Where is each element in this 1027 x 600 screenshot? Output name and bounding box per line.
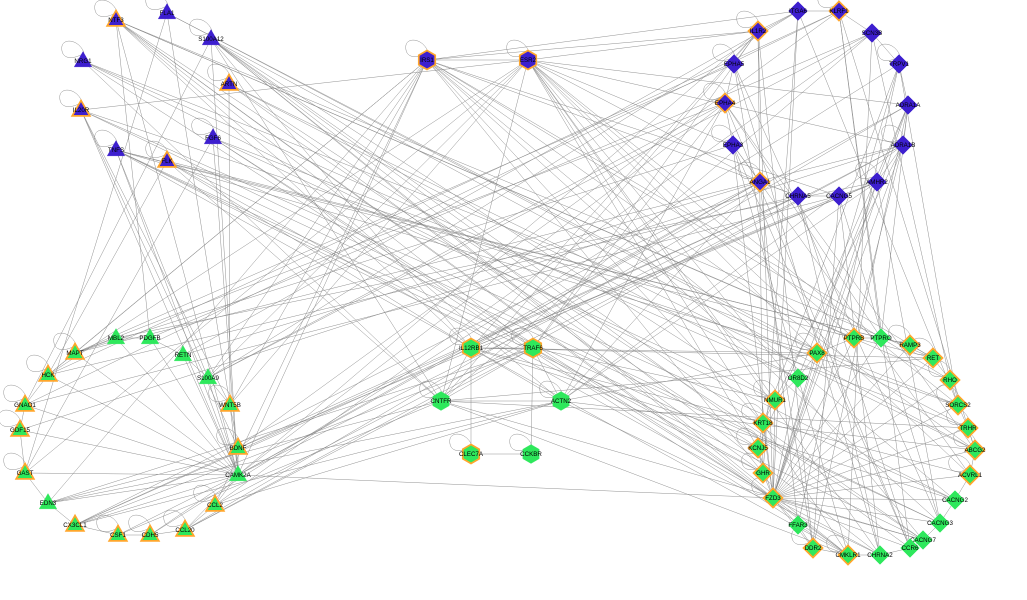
svg-text:CSF1: CSF1 [110, 532, 126, 539]
svg-text:KCNJ5: KCNJ5 [748, 445, 768, 452]
svg-text:SORCS2: SORCS2 [945, 402, 971, 409]
svg-text:RAMP3: RAMP3 [899, 342, 921, 349]
svg-text:CHRNA5: CHRNA5 [785, 193, 811, 200]
svg-text:TRHR: TRHR [959, 425, 977, 432]
svg-text:RETN: RETN [175, 352, 192, 359]
svg-text:FLA1: FLA1 [160, 10, 175, 17]
svg-text:TRAF6: TRAF6 [523, 345, 543, 352]
svg-text:CCL2: CCL2 [207, 502, 223, 509]
svg-text:ANGA1: ANGA1 [750, 179, 772, 186]
svg-text:AMHR2: AMHR2 [866, 179, 888, 186]
svg-text:IRS1: IRS1 [420, 57, 434, 64]
svg-text:IL12RB1: IL12RB1 [459, 345, 484, 352]
svg-text:TRPV1: TRPV1 [889, 61, 910, 68]
svg-text:WNT5B: WNT5B [219, 402, 241, 409]
svg-text:FLK: FLK [161, 158, 173, 165]
svg-text:NTF3: NTF3 [108, 17, 124, 24]
svg-text:CACNG2: CACNG2 [942, 497, 968, 504]
svg-text:NRG1: NRG1 [74, 58, 92, 65]
svg-text:CCL20: CCL20 [175, 527, 195, 534]
svg-text:CACNG5: CACNG5 [826, 193, 852, 200]
svg-text:S100A12: S100A12 [198, 36, 224, 43]
svg-text:KLRF1: KLRF1 [829, 8, 849, 15]
svg-text:HCK: HCK [41, 372, 55, 379]
svg-text:CCKBR: CCKBR [520, 451, 542, 458]
svg-text:ACTN2: ACTN2 [551, 398, 572, 405]
svg-text:CDH5: CDH5 [142, 532, 159, 539]
svg-text:PDGFB: PDGFB [139, 335, 160, 342]
svg-text:RHO: RHO [943, 377, 957, 384]
svg-text:CACNG3: CACNG3 [927, 520, 953, 527]
svg-text:GAST: GAST [17, 470, 34, 477]
svg-text:IL1R2: IL1R2 [750, 28, 767, 35]
svg-text:GNAO1: GNAO1 [14, 402, 36, 409]
svg-text:GDF15: GDF15 [10, 427, 31, 434]
svg-text:RET: RET [927, 355, 940, 362]
svg-text:CNTFR: CNTFR [431, 398, 452, 405]
svg-text:ADRA1A: ADRA1A [896, 102, 922, 109]
svg-text:PTPRB: PTPRB [844, 335, 865, 342]
svg-text:EPHA3: EPHA3 [723, 142, 744, 149]
svg-text:DDR2: DDR2 [805, 545, 822, 552]
svg-text:OR8D2: OR8D2 [788, 375, 809, 382]
svg-text:S100A9: S100A9 [197, 375, 220, 382]
svg-text:ACVRL1: ACVRL1 [958, 472, 983, 479]
svg-text:PTPRO: PTPRO [870, 335, 892, 342]
svg-text:ADRA1B: ADRA1B [891, 142, 916, 149]
svg-text:EPHA4: EPHA4 [715, 100, 736, 107]
svg-text:FZD3: FZD3 [765, 495, 781, 502]
svg-text:EPHA5: EPHA5 [724, 61, 745, 68]
svg-text:CAMK2A: CAMK2A [225, 472, 251, 479]
svg-text:ITGA6: ITGA6 [789, 8, 807, 15]
svg-text:CLEC7A: CLEC7A [459, 451, 484, 458]
svg-text:EDN3: EDN3 [40, 500, 57, 507]
svg-text:FGF6: FGF6 [205, 135, 221, 142]
svg-text:TNFS: TNFS [108, 147, 124, 154]
svg-text:FFAR3: FFAR3 [788, 522, 808, 529]
svg-text:CMKLR1: CMKLR1 [835, 552, 861, 559]
svg-text:BDNF: BDNF [230, 445, 247, 452]
svg-text:SCN3B: SCN3B [862, 30, 883, 37]
svg-text:NMUR1: NMUR1 [764, 397, 787, 404]
svg-text:PAX8: PAX8 [809, 350, 825, 357]
svg-text:IL20R: IL20R [73, 107, 90, 114]
svg-text:ABCG2: ABCG2 [965, 447, 987, 454]
svg-text:ARTN: ARTN [221, 81, 238, 88]
svg-text:ESR2: ESR2 [520, 57, 537, 64]
svg-text:KRT18: KRT18 [753, 420, 773, 427]
svg-text:CX3CL1: CX3CL1 [63, 522, 87, 529]
svg-text:MBL2: MBL2 [108, 335, 125, 342]
svg-text:CHRNA2: CHRNA2 [867, 552, 893, 559]
svg-text:CCR6: CCR6 [902, 545, 919, 552]
svg-text:GHR: GHR [756, 470, 770, 477]
svg-text:MAPT: MAPT [66, 350, 83, 357]
